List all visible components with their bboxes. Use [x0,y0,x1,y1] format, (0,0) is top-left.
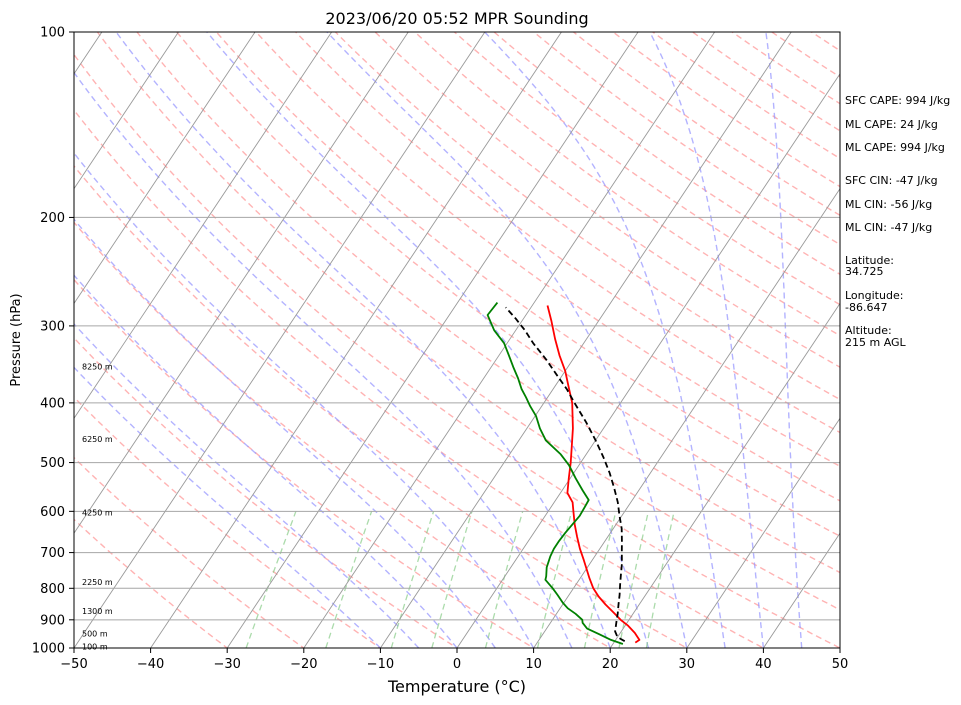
parcel-profile-line [505,306,626,642]
height-label: 2250 m [82,578,113,587]
x-tick-label: 20 [602,657,619,672]
y-tick-label: 700 [40,546,65,561]
isotherm [609,302,840,648]
y-axis: 100 200 300 400 500 600 700 800 900 1000 [32,26,74,657]
dry-adiabat [136,32,840,574]
height-label: 500 m [82,629,108,638]
isotherm [686,417,840,648]
x-tick-label: −30 [213,657,240,672]
dewpoint-profile-line [486,302,624,645]
height-label: 100 m [82,643,108,652]
dry-adiabat [74,336,459,648]
sfc-cin-text: SFC CIN: -47 J/kg [845,174,938,187]
height-label: 4250 m [82,509,113,518]
dry-adiabat [453,32,840,306]
y-tick-label: 800 [40,582,65,597]
moist-adiabat [115,32,611,648]
ml-cin-text-2: ML CIN: -47 J/kg [845,221,932,234]
x-tick-label: −10 [367,657,394,672]
isotherm [226,32,639,648]
dry-adiabat [74,456,306,648]
height-label: 1300 m [82,607,113,616]
reference-lines [74,32,840,648]
longitude-value: -86.647 [845,301,887,314]
y-tick-label: 600 [40,505,65,520]
dry-adiabat [74,518,229,648]
y-tick-label: 300 [40,319,65,334]
sfc-cape-text: SFC CAPE: 994 J/kg [845,94,950,107]
x-tick-label: 0 [453,657,461,672]
y-tick-label: 1000 [32,642,65,657]
moist-adiabat [74,322,420,648]
chart-title: 2023/06/20 05:52 MPR Sounding [325,9,588,28]
isotherm [456,72,840,648]
dry-adiabat [96,32,840,611]
x-tick-label: −40 [137,657,164,672]
ml-cin-text: ML CIN: -56 J/kg [845,198,932,211]
dry-adiabat [74,108,765,648]
x-axis-label: Temperature (°C) [387,677,526,696]
isotherm [74,32,333,420]
altitude-label: Altitude: [845,324,892,337]
isotherm [379,32,792,648]
x-tick-label: 10 [525,657,542,672]
isotherm [74,32,409,535]
moist-adiabat [765,32,803,648]
moist-adiabat [326,32,688,648]
isotherm [74,32,256,305]
dry-adiabat [74,278,535,648]
dry-adiabat [74,53,840,648]
x-tick-label: −20 [290,657,317,672]
dry-adiabat [74,221,612,648]
dry-adiabat [413,32,840,337]
altitude-value: 215 m AGL [845,336,907,349]
moist-adiabat [74,71,573,648]
isotherm [533,187,840,648]
moist-adiabat [74,274,458,648]
ml-cape-text: ML CAPE: 24 J/kg [845,118,938,131]
isotherm [762,532,840,648]
isotherm [303,32,716,648]
isotherm [150,32,563,648]
x-tick-label: −50 [60,657,87,672]
moist-adiabat [484,32,726,648]
dry-adiabat [175,32,840,538]
y-tick-label: 100 [40,26,65,41]
y-tick-label: 500 [40,456,65,471]
latitude-value: 34.725 [845,265,884,278]
y-axis-label: Pressure (hPa) [9,293,24,386]
x-tick-label: 50 [832,657,849,672]
dry-adiabat [74,396,382,648]
x-tick-label: 30 [679,657,696,672]
y-tick-label: 900 [40,613,65,628]
sounding-profiles [486,302,641,645]
x-axis: −50 −40 −30 −20 −10 0 10 20 30 40 50 [60,648,848,672]
moist-adiabat [74,218,496,648]
height-labels: 8250 m 6250 m 4250 m 2250 m 1300 m 500 m 100 m [82,362,113,651]
moist-adiabat [206,32,650,648]
y-tick-label: 200 [40,211,65,226]
stats-panel: SFC CAPE: 994 J/kg ML CAPE: 24 J/kg ML C… [845,94,950,349]
y-tick-label: 400 [40,396,65,411]
x-tick-label: 40 [755,657,772,672]
temperature-profile-line [546,305,641,644]
dry-adiabat [74,164,689,648]
isotherm [74,32,180,190]
height-label: 6250 m [82,435,113,444]
dry-adiabat [294,32,840,434]
longitude-label: Longitude: [845,289,903,302]
moist-adiabat [74,366,381,648]
ml-cape-text-2: ML CAPE: 994 J/kg [845,141,945,154]
dry-adiabat [334,32,840,401]
height-label: 8250 m [82,362,113,371]
moist-adiabat [649,32,765,648]
isotherm [74,32,486,648]
latitude-label: Latitude: [845,254,894,267]
